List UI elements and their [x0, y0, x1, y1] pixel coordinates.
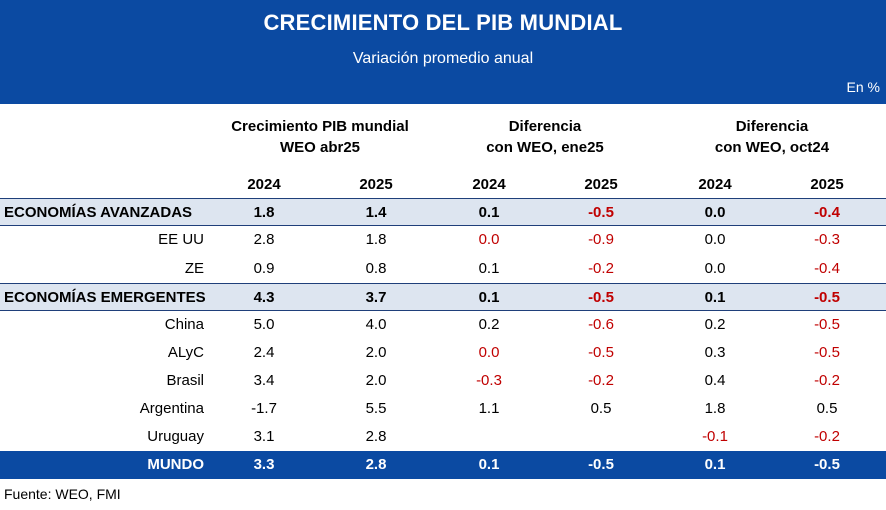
value-cell: 0.1: [704, 289, 726, 306]
row-label: ALyC: [167, 344, 204, 361]
row-label: Uruguay: [147, 428, 204, 445]
table-row: Argentina -1.7 5.5 1.1 0.5 1.8 0.5: [0, 395, 886, 423]
value-cell: -1.7: [251, 400, 277, 417]
value-cell: 0.0: [704, 204, 726, 221]
aggregate-row: ECONOMÍAS EMERGENTES 4.3 3.7 0.1 -0.5 0.1 -0.5: [0, 283, 886, 311]
value-cell: 1.4: [365, 204, 387, 221]
group-header-line2: con WEO, ene25: [486, 139, 604, 156]
value-cell: -0.6: [588, 316, 614, 333]
group-header-line2: con WEO, oct24: [714, 139, 830, 156]
value-cell: 1.8: [365, 231, 387, 248]
table-row: ZE 0.9 0.8 0.1 -0.2 0.0 -0.4: [0, 255, 886, 283]
value-cell: 0.5: [816, 400, 838, 417]
value-cell: -0.5: [588, 456, 614, 473]
value-cell: 0.1: [478, 289, 500, 306]
value-cell: 4.3: [253, 289, 275, 306]
value-cell: 2.8: [365, 456, 387, 473]
value-cell: 5.5: [365, 400, 387, 417]
source-note: Fuente: WEO, FMI: [4, 486, 121, 502]
table-subtitle: Variación promedio anual: [352, 50, 534, 67]
table-row: China 5.0 4.0 0.2 -0.6 0.2 -0.5: [0, 311, 886, 339]
row-label: Argentina: [139, 400, 204, 417]
row-label: ECONOMÍAS EMERGENTES: [4, 289, 206, 306]
group-header-line2: WEO abr25: [279, 139, 361, 156]
unit-label: En %: [846, 79, 880, 95]
row-label: China: [164, 316, 204, 333]
value-cell: 0.0: [478, 344, 500, 361]
value-cell: 1.8: [253, 204, 275, 221]
group-header-line1: Diferencia: [735, 118, 809, 135]
group-header-diff-jan: Diferencia con WEO, ene25: [445, 116, 645, 158]
value-cell: -0.4: [814, 260, 840, 277]
value-cell: -0.5: [588, 344, 614, 361]
value-cell: -0.5: [588, 204, 614, 221]
value-cell: -0.2: [814, 428, 840, 445]
year-header: 2025: [359, 176, 393, 193]
row-label: MUNDO: [147, 456, 204, 473]
table-row: Uruguay 3.1 2.8 -0.1 -0.2: [0, 423, 886, 451]
value-cell: 0.0: [704, 260, 726, 277]
table-row: EE UU 2.8 1.8 0.0 -0.9 0.0 -0.3: [0, 226, 886, 254]
table-row: Brasil 3.4 2.0 -0.3 -0.2 0.4 -0.2: [0, 367, 886, 395]
value-cell: 5.0: [253, 316, 275, 333]
group-header-line1: Diferencia: [508, 118, 582, 135]
group-header-growth: Crecimiento PIB mundial WEO abr25: [215, 116, 425, 158]
value-cell: 0.1: [478, 260, 500, 277]
year-header: 2025: [810, 176, 844, 193]
value-cell: 0.0: [478, 231, 500, 248]
title-banner: CRECIMIENTO DEL PIB MUNDIAL Variación pr…: [0, 0, 886, 104]
value-cell: 3.3: [253, 456, 275, 473]
value-cell: 0.0: [704, 231, 726, 248]
value-cell: 2.8: [253, 231, 275, 248]
year-header: 2024: [698, 176, 732, 193]
value-cell: 2.0: [365, 372, 387, 389]
value-cell: 4.0: [365, 316, 387, 333]
year-header: 2024: [472, 176, 506, 193]
aggregate-row: ECONOMÍAS AVANZADAS 1.8 1.4 0.1 -0.5 0.0 -0.4: [0, 198, 886, 226]
value-cell: 0.2: [478, 316, 500, 333]
value-cell: 3.1: [253, 428, 275, 445]
value-cell: 3.4: [253, 372, 275, 389]
value-cell: -0.5: [814, 456, 840, 473]
value-cell: 0.3: [704, 344, 726, 361]
row-label: EE UU: [158, 231, 204, 248]
value-cell: 0.1: [478, 204, 500, 221]
value-cell: 2.4: [253, 344, 275, 361]
row-label: Brasil: [166, 372, 204, 389]
year-header: 2025: [584, 176, 618, 193]
value-cell: -0.5: [814, 289, 840, 306]
total-row: MUNDO 3.3 2.8 0.1 -0.5 0.1 -0.5: [0, 451, 886, 479]
value-cell: 0.5: [590, 400, 612, 417]
row-label: ECONOMÍAS AVANZADAS: [4, 204, 193, 221]
value-cell: 0.8: [365, 260, 387, 277]
group-header-line1: Crecimiento PIB mundial: [231, 118, 409, 135]
value-cell: 2.8: [365, 428, 387, 445]
row-label: ZE: [184, 260, 204, 277]
value-cell: 0.2: [704, 316, 726, 333]
value-cell: -0.2: [588, 372, 614, 389]
group-header-diff-oct: Diferencia con WEO, oct24: [672, 116, 872, 158]
value-cell: 0.4: [704, 372, 726, 389]
value-cell: 2.0: [365, 344, 387, 361]
value-cell: -0.4: [814, 204, 840, 221]
value-cell: -0.5: [814, 316, 840, 333]
value-cell: -0.9: [588, 231, 614, 248]
value-cell: 0.1: [478, 456, 500, 473]
value-cell: 1.8: [704, 400, 726, 417]
value-cell: -0.5: [814, 344, 840, 361]
value-cell: 3.7: [365, 289, 387, 306]
table-title: CRECIMIENTO DEL PIB MUNDIAL: [263, 10, 623, 35]
value-cell: 0.1: [704, 456, 726, 473]
value-cell: 1.1: [478, 400, 500, 417]
year-header: 2024: [247, 176, 281, 193]
value-cell: -0.2: [814, 372, 840, 389]
table-row: ALyC 2.4 2.0 0.0 -0.5 0.3 -0.5: [0, 339, 886, 367]
value-cell: -0.5: [588, 289, 614, 306]
value-cell: -0.3: [814, 231, 840, 248]
value-cell: -0.1: [702, 428, 728, 445]
value-cell: -0.3: [476, 372, 502, 389]
value-cell: -0.2: [588, 260, 614, 277]
value-cell: 0.9: [253, 260, 275, 277]
